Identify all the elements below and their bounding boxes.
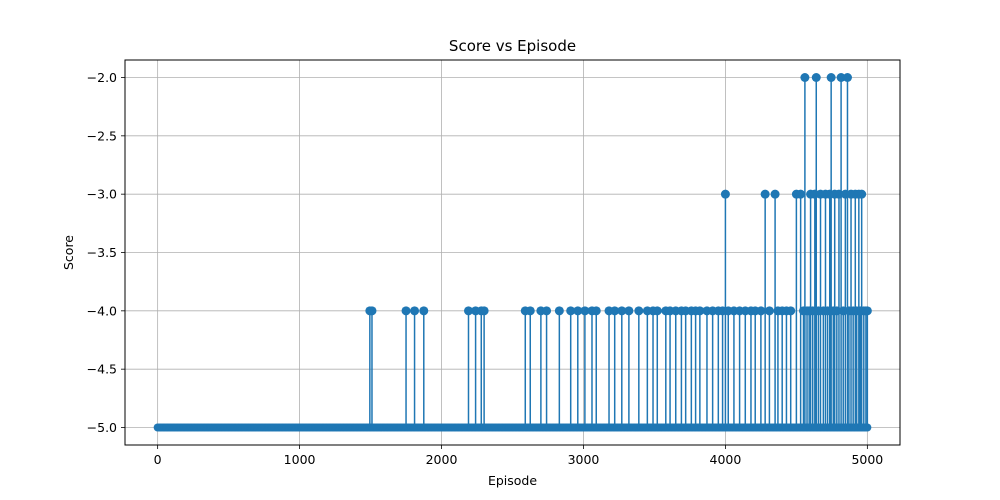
data-point (857, 189, 867, 199)
data-point (652, 306, 662, 316)
y-tick-label: −3.5 (87, 245, 117, 260)
data-point (566, 306, 576, 316)
data-point (573, 306, 583, 316)
data-point (542, 306, 552, 316)
data-point (401, 306, 411, 316)
data-point (525, 306, 535, 316)
data-point (770, 189, 780, 199)
y-tick-label: −4.0 (87, 303, 117, 318)
data-point (800, 73, 810, 82)
data-point (695, 306, 705, 316)
data-point (580, 306, 590, 316)
x-tick-label: 5000 (851, 452, 883, 467)
x-tick-label: 1000 (284, 452, 316, 467)
x-tick-label: 3000 (568, 452, 600, 467)
ticks: 0 1000 2000 3000 4000 5000 −5.0 −4.5 −4.0 −3.5 −3.… (87, 70, 884, 467)
y-tick-label: −2.0 (87, 70, 117, 85)
data-point (634, 306, 644, 316)
x-tick-label: 0 (154, 452, 162, 467)
y-tick-label: −3.0 (87, 187, 117, 202)
chart-title: Score vs Episode (449, 37, 576, 55)
data-point (786, 306, 796, 316)
x-tick-label: 2000 (426, 452, 458, 467)
data-point (367, 306, 377, 316)
y-tick-label: −2.5 (87, 128, 117, 143)
data-point (842, 73, 852, 82)
data-point (756, 306, 766, 316)
x-tick-label: 4000 (710, 452, 742, 467)
data-point (554, 306, 564, 316)
data-point (463, 306, 473, 316)
data-point (419, 306, 429, 316)
data-point (624, 306, 634, 316)
data-point (410, 306, 420, 316)
data-point (826, 73, 836, 82)
data-point (591, 306, 601, 316)
data-point (836, 73, 846, 82)
data-point (479, 306, 489, 316)
data-point (610, 306, 620, 316)
y-tick-label: −5.0 (87, 420, 117, 435)
data-point (862, 306, 872, 316)
data-point (764, 306, 774, 316)
data-point (760, 189, 770, 199)
data-point (811, 73, 821, 82)
x-axis-label: Episode (488, 473, 537, 488)
plot-data (153, 73, 872, 432)
data-point (796, 189, 806, 199)
data-point (617, 306, 627, 316)
data-point (720, 189, 730, 199)
y-tick-label: −4.5 (87, 362, 117, 377)
y-axis-label: Score (61, 235, 76, 270)
